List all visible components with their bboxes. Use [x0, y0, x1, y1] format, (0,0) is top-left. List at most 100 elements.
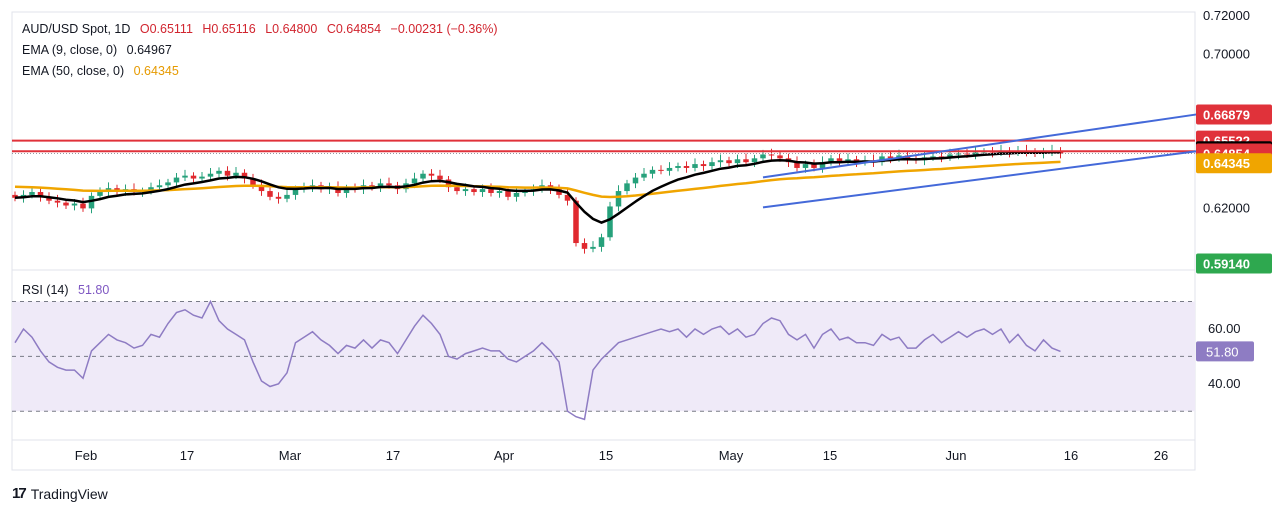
time-tick-label-6: May — [719, 448, 744, 463]
candle-body-43 — [377, 183, 384, 188]
candle-body-25 — [224, 170, 231, 176]
tradingview-brand[interactable]: 17 TradingView — [12, 485, 108, 502]
candle-body-2 — [29, 192, 35, 195]
candle-body-109 — [938, 156, 945, 158]
ema9-legend: EMA (9, close, 0) 0.64967 — [22, 43, 178, 57]
candle-body-94 — [811, 164, 817, 168]
candle-body-65 — [564, 194, 571, 201]
rsi-tick-label-0: 60.00 — [1208, 321, 1241, 336]
time-tick-label-1: 17 — [180, 448, 194, 463]
candle-body-21 — [190, 175, 197, 179]
time-tick-label-3: 17 — [386, 448, 400, 463]
candle-body-111 — [955, 153, 962, 155]
candle-body-8 — [80, 203, 86, 209]
ema9-value: 0.64967 — [126, 43, 172, 57]
candle-body-32 — [284, 194, 290, 199]
close-value: C0.64854 — [326, 22, 382, 36]
candle-body-17 — [156, 185, 163, 188]
candle-body-44 — [386, 183, 392, 186]
candle-body-0 — [12, 194, 18, 198]
candle-body-84 — [726, 160, 732, 164]
candle-body-9 — [88, 195, 95, 209]
time-tick-label-0: Feb — [75, 448, 97, 463]
time-tick-label-4: Apr — [494, 448, 515, 463]
candle-body-71 — [615, 191, 622, 207]
rsi-tick-label-1: 40.00 — [1208, 376, 1241, 391]
candle-body-82 — [709, 162, 715, 167]
candle-body-5 — [54, 200, 61, 203]
price-pane: 0.720000.700000.620000.668790.655220.649… — [11, 8, 1272, 471]
rsi-legend-value: 51.80 — [78, 283, 110, 297]
rsi-label: RSI (14) — [22, 283, 69, 297]
candle-body-80 — [692, 164, 698, 168]
candle-body-96 — [828, 158, 834, 163]
candle-body-69 — [598, 237, 605, 247]
price-label-text-4: 0.64345 — [1203, 156, 1250, 171]
candle-body-67 — [581, 243, 588, 249]
channel-upper-line — [762, 113, 1197, 179]
candle-body-103 — [887, 156, 894, 159]
candle-body-110 — [947, 154, 953, 158]
price-tick-label-2: 0.62000 — [1203, 200, 1250, 215]
change-value: −0.00231 (−0.36%) — [390, 22, 498, 36]
candle-body-48 — [420, 173, 426, 179]
candle-body-86 — [743, 159, 749, 163]
candle-body-31 — [275, 196, 282, 199]
candle-body-4 — [46, 196, 52, 201]
candle-body-76 — [658, 169, 664, 171]
plot-frame — [11, 11, 1196, 471]
candle-body-75 — [649, 169, 656, 174]
candle-body-77 — [666, 167, 673, 171]
ema50-value: 0.64345 — [133, 64, 179, 78]
candle-body-93 — [802, 164, 809, 168]
candle-body-78 — [675, 166, 681, 168]
candle-body-20 — [182, 175, 188, 178]
candle-body-108 — [930, 156, 936, 158]
price-label-box-5 — [1196, 253, 1272, 274]
price-label-text-0: 0.66879 — [1203, 107, 1250, 122]
candle-body-66 — [573, 200, 579, 244]
candle-body-87 — [751, 158, 758, 163]
rsi-pane: 60.00 40.00 51.80 — [12, 299, 1254, 421]
candle-body-97 — [836, 158, 843, 163]
candle-body-33 — [292, 189, 299, 195]
time-tick-label-8: Jun — [946, 448, 967, 463]
time-axis: Feb 17 Mar 17 Apr 15 May 15 Jun 16 26 — [12, 439, 1195, 463]
candle-body-16 — [148, 187, 154, 192]
symbol-label: AUD/USD Spot, 1D — [22, 22, 131, 36]
candle-body-59 — [513, 192, 520, 197]
candle-body-3 — [37, 192, 44, 197]
channel-lower-line — [762, 150, 1197, 209]
candle-body-74 — [641, 173, 647, 178]
time-tick-label-10: 26 — [1154, 448, 1168, 463]
candle-body-26 — [233, 172, 239, 176]
tradingview-logo-icon: 17 — [12, 485, 27, 502]
candle-body-85 — [734, 159, 741, 164]
time-tick-label-2: Mar — [279, 448, 302, 463]
candle-body-39 — [343, 188, 350, 193]
candle-body-24 — [216, 170, 222, 174]
ohlc-legend: AUD/USD Spot, 1D O0.65111 H0.65116 L0.64… — [22, 22, 504, 36]
rsi-value-text: 51.80 — [1206, 344, 1239, 359]
candle-body-92 — [794, 162, 800, 168]
candle-body-58 — [505, 191, 511, 197]
time-tick-label-9: 16 — [1064, 448, 1078, 463]
price-tick-label-1: 0.70000 — [1203, 46, 1250, 61]
candle-body-50 — [437, 175, 443, 180]
rsi-line — [14, 299, 1061, 421]
ema50-legend: EMA (50, close, 0) 0.64345 — [22, 64, 185, 78]
candle-body-10 — [97, 192, 103, 196]
price-label-box-0 — [1196, 104, 1272, 125]
price-label-text-5: 0.59140 — [1203, 256, 1250, 271]
open-value: O0.65111 — [139, 22, 193, 36]
candle-body-56 — [488, 189, 494, 193]
candle-body-49 — [428, 173, 435, 176]
candle-body-52 — [454, 187, 460, 192]
candle-body-19 — [173, 177, 180, 183]
candle-body-68 — [590, 246, 596, 249]
candle-body-88 — [760, 154, 766, 159]
ema9-label: EMA (9, close, 0) — [22, 43, 118, 57]
candle-body-95 — [819, 162, 826, 168]
candle-body-7 — [71, 203, 78, 206]
